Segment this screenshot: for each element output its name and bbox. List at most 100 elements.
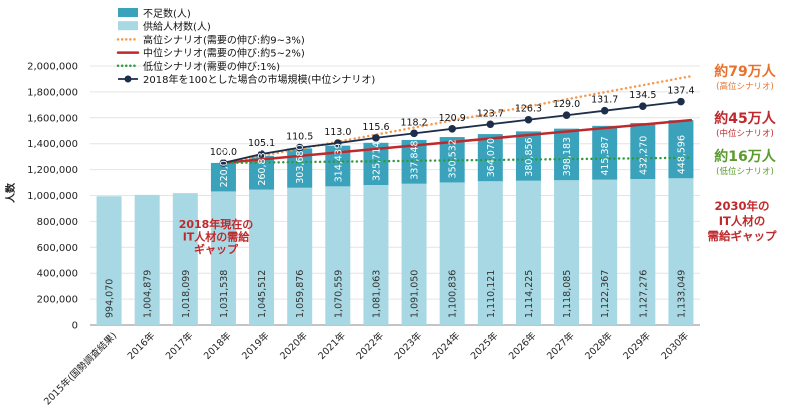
x-tick-label: 2025年: [468, 329, 501, 362]
bar-supply: [554, 180, 580, 325]
y-tick-label: 1,200,000: [27, 165, 78, 176]
x-tick-label: 2020年: [278, 329, 311, 362]
market-index-value-label: 134.5: [629, 90, 656, 101]
legend-item-low: 低位シナリオ(需要の伸び:1%): [116, 60, 280, 73]
legend-label: 低位シナリオ(需要の伸び:1%): [143, 60, 280, 73]
annotation-high-amount: 約79万人: [714, 63, 776, 80]
supply-value-label: 1,114,225: [524, 270, 535, 318]
annotation-mid-amount: 約45万人: [714, 110, 776, 127]
y-tick-label: 2,000,000: [27, 62, 78, 73]
bar-shortage: [210, 162, 236, 192]
annotation-mid-scenario: (中位シナリオ): [716, 128, 774, 139]
y-tick-label: 1,400,000: [27, 139, 78, 150]
legend-item-market: 2018年を100とした場合の市場規模(中位シナリオ): [118, 73, 375, 86]
annotation-2030-gap: IT人材の: [719, 214, 766, 228]
y-tick-label: 1,000,000: [27, 191, 78, 202]
supply-value-label: 1,031,538: [219, 270, 230, 318]
legend-label: 中位シナリオ(需要の伸び:約5~2%): [143, 47, 305, 60]
x-tick-label: 2016年: [125, 329, 158, 362]
legend-label: 2018年を100とした場合の市場規模(中位シナリオ): [143, 73, 375, 86]
x-tick-label: 2017年: [163, 329, 196, 362]
legend-marker: [124, 75, 132, 83]
legend-label: 高位シナリオ(需要の伸び:約9~3%): [143, 33, 305, 46]
legend-item-high: 高位シナリオ(需要の伸び:約9~3%): [116, 33, 305, 46]
x-tick-label: 2021年: [316, 329, 349, 362]
bar-supply: [515, 180, 541, 325]
supply-value-label: 1,133,049: [676, 270, 687, 318]
bar-supply: [439, 182, 465, 325]
bar-shortage: [668, 120, 694, 179]
market-index-point: [600, 106, 609, 115]
x-tick-label: 2024年: [430, 329, 463, 362]
bar-supply: [668, 178, 694, 325]
supply-value-label: 1,004,879: [143, 270, 154, 318]
scenario-line-low: [222, 156, 693, 165]
bar-shortage: [515, 131, 541, 181]
bar-supply: [134, 194, 160, 325]
shortage-value-label: 364,070: [486, 138, 497, 177]
y-tick-label: 0: [72, 321, 78, 332]
bar-supply: [249, 189, 275, 325]
shortage-value-label: 448,596: [676, 135, 687, 174]
market-index-value-label: 137.4: [667, 86, 694, 97]
bar-supply: [592, 179, 618, 325]
bar-shortage: [477, 134, 503, 182]
supply-value-label: 1,081,063: [371, 270, 382, 318]
legend-item-mid: 中位シナリオ(需要の伸び:約5~2%): [116, 47, 305, 60]
shortage-value-label: 325,714: [371, 142, 382, 181]
market-index-point: [562, 111, 571, 120]
annotation-high-scenario: (高位シナリオ): [716, 81, 774, 92]
bar-supply: [477, 181, 503, 325]
x-tick-label: 2028年: [583, 329, 616, 362]
market-index-point: [410, 129, 418, 138]
y-tick-label: 600,000: [37, 243, 78, 254]
y-tick-label: 1,800,000: [27, 87, 78, 98]
x-tick-label: 2030年: [659, 329, 692, 362]
market-index-value-label: 115.6: [362, 122, 389, 133]
annotation-2018-gap: ギャップ: [194, 242, 239, 256]
scenario-line-mid: [222, 118, 693, 165]
legend-label: 供給人材数(人): [143, 20, 211, 33]
market-index-point: [524, 115, 533, 124]
supply-value-label: 1,018,099: [181, 270, 192, 318]
shortage-value-label: 260,835: [257, 146, 268, 185]
market-index-point: [639, 102, 647, 110]
annotation-low-amount: 約16万人: [714, 148, 776, 165]
supply-value-label: 1,127,276: [638, 270, 649, 318]
annotation-low-scenario: (低位シナリオ): [716, 166, 774, 177]
supply-value-label: 1,091,050: [410, 270, 421, 318]
market-index-line: 100.0 105.1 110.5 113.0 115.6 118.2 120.9 123.7…: [210, 86, 695, 167]
market-index-value-label: 131.7: [591, 95, 618, 106]
bar-supply: [630, 179, 656, 325]
annotation-2018-gap: 2018年現在の: [179, 217, 254, 231]
bar-supply: [172, 193, 198, 325]
market-index-point: [448, 125, 456, 133]
bar-shortage: [630, 123, 656, 180]
bar-supply: [287, 187, 313, 325]
annotation-2018-gap: IT人材の需給: [183, 230, 251, 244]
legend: 不足数(人)供給人材数(人)高位シナリオ(需要の伸び:約9~3%)中位シナリオ(…: [116, 7, 375, 86]
shortage-value-label: 314,439: [333, 143, 344, 182]
x-tick-label: 2023年: [392, 329, 425, 362]
annotation-2030-gap: 需給ギャップ: [708, 229, 777, 243]
market-index-point: [219, 159, 228, 167]
market-index-point: [334, 139, 342, 147]
legend-item-supply: 供給人材数(人): [118, 20, 211, 33]
bar-supply: [325, 186, 351, 325]
bar-supply: [210, 191, 236, 325]
x-tick-label: 2015年(国勢調査結果): [41, 330, 119, 408]
annotations: 2018年現在のIT人材の需給ギャップ2030年のIT人材の需給ギャップ約79万…: [179, 63, 777, 256]
market-index-value-label: 113.0: [324, 127, 351, 138]
market-index-value-label: 123.7: [477, 108, 504, 119]
x-tick-label: 2022年: [354, 329, 387, 362]
bar-shortage: [592, 125, 618, 180]
supply-value-label: 1,100,836: [448, 270, 459, 318]
supply-value-label: 1,059,876: [295, 270, 306, 318]
market-index-value-label: 110.5: [286, 132, 313, 143]
y-tick-label: 800,000: [37, 217, 78, 228]
shortage-value-label: 398,183: [562, 137, 573, 176]
shortage-value-label: 432,270: [638, 136, 649, 175]
market-index-value-label: 126.3: [515, 104, 542, 115]
market-index-point: [372, 134, 380, 142]
